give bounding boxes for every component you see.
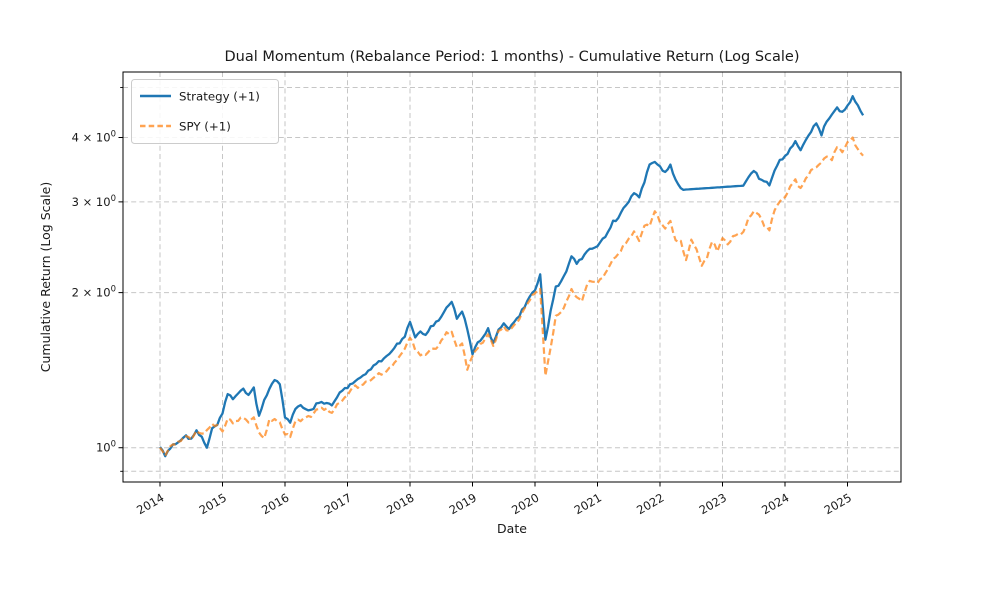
x-tick-label: 2015 [197, 490, 229, 517]
chart-title: Dual Momentum (Rebalance Period: 1 month… [225, 49, 800, 65]
legend-item-strategy: Strategy (+1) [140, 90, 260, 104]
x-tick-label: 2016 [259, 490, 291, 517]
legend: Strategy (+1) SPY (+1) [131, 79, 279, 144]
axis-ticks [118, 87, 848, 487]
x-tick-label: 2018 [384, 490, 416, 517]
x-tick-label: 2021 [572, 490, 604, 517]
y-tick-label: 4 × 100 [72, 129, 116, 144]
legend-label-strategy: Strategy (+1) [179, 90, 260, 104]
x-axis-title: Date [497, 521, 527, 536]
x-tick-label: 2019 [447, 490, 479, 517]
legend-item-spy: SPY (+1) [140, 120, 231, 134]
x-tick-label: 2022 [634, 490, 666, 517]
plot-area [122, 71, 902, 483]
y-axis-title: Cumulative Return (Log Scale) [38, 182, 53, 372]
strategy-line [159, 95, 865, 458]
spy-line [159, 136, 864, 457]
grid-lines [123, 72, 901, 482]
x-tick-label: 2025 [822, 490, 854, 517]
y-tick-label: 3 × 100 [72, 194, 116, 209]
x-tick-label: 2024 [759, 490, 791, 517]
x-tick-labels: 2014 2015 2016 2017 2018 2019 2020 2021 2022 2023… [134, 490, 854, 517]
legend-label-spy: SPY (+1) [179, 120, 231, 134]
y-tick-labels: 100 2 × 100 3 × 100 4 × 100 [72, 129, 116, 454]
x-tick-label: 2020 [509, 490, 541, 517]
x-tick-label: 2017 [322, 490, 354, 517]
series-lines [159, 95, 865, 458]
y-tick-label: 100 [96, 440, 116, 455]
y-tick-label: 2 × 100 [72, 285, 116, 300]
x-tick-label: 2014 [134, 490, 166, 517]
x-tick-label: 2023 [697, 490, 729, 517]
